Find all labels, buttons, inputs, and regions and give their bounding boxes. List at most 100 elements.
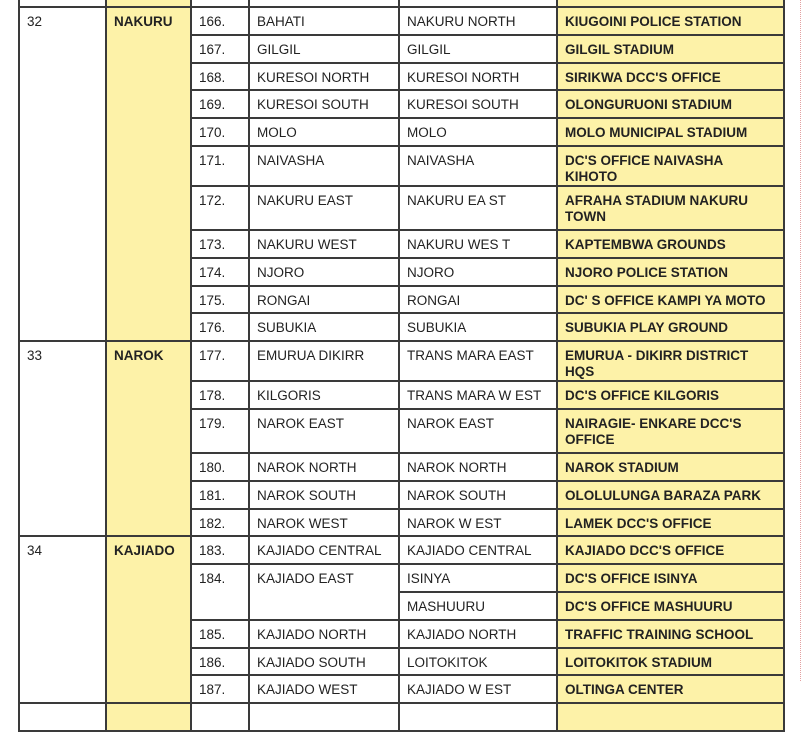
table-row: 34 KAJIADO 183. KAJIADO CENTRAL KAJIADO CENT… [18, 535, 785, 705]
constituency-name: KILGORIS [248, 380, 400, 410]
tallying-centre: TRAFFIC TRAINING SCHOOL [556, 618, 785, 649]
county-code: 32 [18, 5, 107, 343]
table-row-partial-bottom [18, 702, 785, 732]
county-name: NAROK [105, 340, 192, 538]
constituency-name: RONGAI [248, 284, 400, 315]
table-row: 32 NAKURU 166. BAHATI NAKURU NORTH KIUGOINI P… [18, 5, 785, 343]
empty-cell [248, 702, 400, 732]
tallying-centre: DC'S OFFICE KILGORIS [556, 380, 785, 410]
table-row: 33 NAROK 177. EMURUA DIKIRR TRANS MARA EAST E… [18, 340, 785, 538]
constituency-number: 185. [190, 618, 250, 649]
tallying-centre: NAIRAGIE- ENKARE DCC'S OFFICE [556, 407, 785, 454]
sub-county-name: ISINYA [398, 563, 558, 593]
table-row: 172. NAKURU EAST NAKURU EA ST AFRAHA STADIU… [19, 184, 785, 231]
table-row: 181. NAROK SOUTH NAROK SOUTH OLOLULUNGA BAR… [19, 479, 785, 510]
sub-county-name: KURESOI NORTH [398, 61, 558, 92]
empty-cell [105, 702, 192, 732]
constituency-number: 178. [190, 380, 250, 410]
table-row: 171. NAIVASHA NAIVASHA DC'S OFFICE NAIVASHA… [19, 144, 785, 187]
constituency-number: 186. [190, 646, 250, 677]
constituency-name: KURESOI SOUTH [248, 89, 400, 120]
tallying-centre: KAJIADO DCC'S OFFICE [556, 535, 785, 566]
table-row: 176. SUBUKIA SUBUKIA SUBUKIA PLAY GROUND [19, 312, 785, 343]
constituency-number: 167. [190, 33, 250, 64]
tallying-centre: LAMEK DCC'S OFFICE [556, 507, 785, 538]
table-row: 170. MOLO MOLO MOLO MUNICIPAL STADIUM [19, 117, 785, 147]
table-row: MASHUURU DC'S OFFICE MASHUURU [19, 590, 785, 621]
constituency-number: 170. [190, 117, 250, 147]
table-row: 184. KAJIADO EAST ISINYA DC'S OFFICE ISINYA [19, 563, 785, 621]
constituency-name: NAROK SOUTH [248, 479, 400, 510]
constituency-number: 175. [190, 284, 250, 315]
sub-county-name: RONGAI [398, 284, 558, 315]
polling-centres-table: 32 NAKURU 166. BAHATI NAKURU NORTH KIUGOINI P… [18, 0, 785, 732]
constituency-name: SUBUKIA [248, 312, 400, 343]
constituency-name: KURESOI NORTH [248, 61, 400, 92]
sub-county-name: MOLO [398, 117, 558, 147]
constituency-number: 177. [190, 340, 250, 383]
sub-county-name: NAROK NORTH [398, 451, 558, 482]
constituency-number: 181. [190, 479, 250, 510]
sub-county-name: TRANS MARA W EST [398, 380, 558, 410]
constituency-name: NAIVASHA [248, 144, 400, 187]
tallying-centre: SIRIKWA DCC'S OFFICE [556, 61, 785, 92]
tallying-centre: DC'S OFFICE NAIVASHA KIHOTO [556, 144, 785, 187]
sub-county-name: NAROK SOUTH [398, 479, 558, 510]
constituency-name: BAHATI [248, 6, 400, 36]
constituency-name: GILGIL [248, 33, 400, 64]
table-row: 186. KAJIADO SOUTH LOITOKITOK LOITOKITOK ST… [19, 646, 785, 677]
table-row-partial-top [18, 0, 785, 8]
empty-cell [556, 702, 785, 732]
constituency-number: 182. [190, 507, 250, 538]
tallying-centre: NJORO POLICE STATION [556, 256, 785, 287]
constituency-name: KAJIADO NORTH [248, 618, 400, 649]
sub-county-name: MASHUURU [398, 590, 558, 621]
tallying-centre: LOITOKITOK STADIUM [556, 646, 785, 677]
sub-county-name: NAKURU NORTH [398, 6, 558, 36]
empty-cell [190, 702, 250, 732]
table-row: 167. GILGIL GILGIL GILGIL STADIUM [19, 33, 785, 64]
sub-county-name: NAROK W EST [398, 507, 558, 538]
sub-county-name: KAJIADO CENTRAL [398, 535, 558, 566]
constituency-number: 168. [190, 61, 250, 92]
sub-county-name: NAROK EAST [398, 407, 558, 454]
table-row: 175. RONGAI RONGAI DC' S OFFICE KAMPI YA MO… [19, 284, 785, 315]
tallying-centre: SUBUKIA PLAY GROUND [556, 312, 785, 343]
tallying-centre: MOLO MUNICIPAL STADIUM [556, 117, 785, 147]
table-row: 169. KURESOI SOUTH KURESOI SOUTH OLONGURUON… [19, 89, 785, 120]
table-row: 185. KAJIADO NORTH KAJIADO NORTH TRAFFIC TR… [19, 618, 785, 649]
county-code: 34 [18, 535, 107, 705]
tallying-centre: EMURUA - DIKIRR DISTRICT HQS [556, 340, 785, 383]
constituency-name: NAROK EAST [248, 407, 400, 454]
county-name: NAKURU [105, 5, 192, 343]
constituency-name: KAJIADO CENTRAL [248, 535, 400, 566]
constituency-number: 173. [190, 228, 250, 259]
constituency-number: 187. [190, 674, 250, 705]
constituency-number: 171. [190, 144, 250, 187]
tallying-centre: DC'S OFFICE MASHUURU [556, 590, 785, 621]
sub-county-name: NJORO [398, 256, 558, 287]
constituency-name: KAJIADO EAST [248, 563, 400, 621]
sub-county-name: NAKURU WES T [398, 228, 558, 259]
constituency-number: 172. [190, 184, 250, 231]
county-code: 33 [18, 340, 107, 538]
table-row: 178. KILGORIS TRANS MARA W EST DC'S OFFICE … [19, 380, 785, 410]
tallying-centre: KIUGOINI POLICE STATION [556, 6, 785, 36]
constituency-name: NJORO [248, 256, 400, 287]
empty-cell [398, 702, 558, 732]
constituency-number: 183. [190, 535, 250, 566]
sub-county-name: LOITOKITOK [398, 646, 558, 677]
constituency-name: MOLO [248, 117, 400, 147]
sub-county-name: NAIVASHA [398, 144, 558, 187]
constituency-number: 184. [190, 563, 250, 621]
constituency-name: NAROK WEST [248, 507, 400, 538]
sub-county-name: KURESOI SOUTH [398, 89, 558, 120]
constituency-number: 174. [190, 256, 250, 287]
tallying-centre: DC' S OFFICE KAMPI YA MOTO [556, 284, 785, 315]
table-row: 173. NAKURU WEST NAKURU WES T KAPTEMBWA GRO… [19, 228, 785, 259]
constituency-name: KAJIADO SOUTH [248, 646, 400, 677]
tallying-centre: OLONGURUONI STADIUM [556, 89, 785, 120]
constituency-number: 179. [190, 407, 250, 454]
sub-county-name: NAKURU EA ST [398, 184, 558, 231]
table-row: 180. NAROK NORTH NAROK NORTH NAROK STADIUM [19, 451, 785, 482]
